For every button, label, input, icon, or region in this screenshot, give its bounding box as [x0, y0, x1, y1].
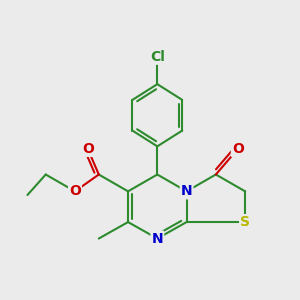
Text: O: O: [69, 184, 81, 198]
Text: N: N: [181, 184, 192, 198]
Text: Cl: Cl: [150, 50, 165, 64]
Text: O: O: [232, 142, 244, 156]
Text: O: O: [82, 142, 94, 156]
Text: S: S: [240, 215, 250, 229]
Text: N: N: [152, 232, 163, 245]
